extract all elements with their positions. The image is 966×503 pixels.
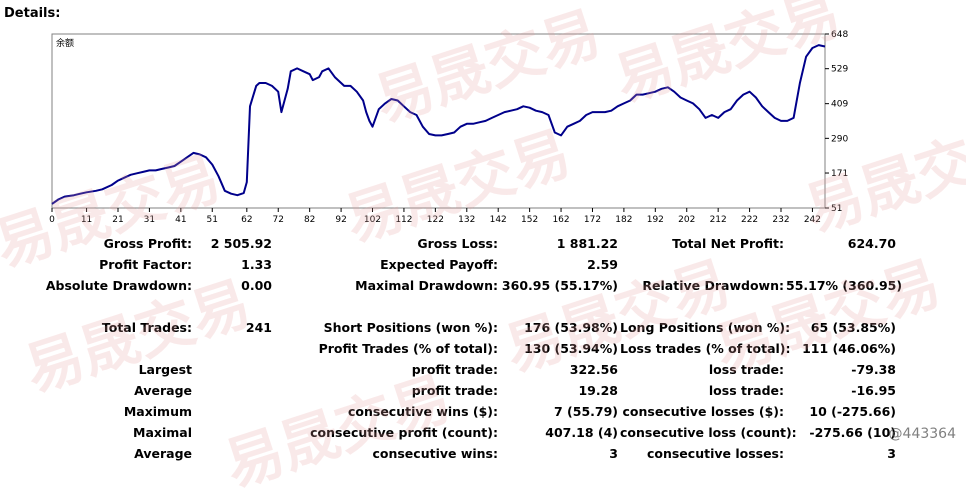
x-tick-label: 172	[584, 215, 601, 225]
y-tick-label: 529	[831, 65, 848, 75]
x-tick-label: 212	[710, 215, 727, 225]
x-tick-label: 202	[678, 215, 695, 225]
profit-factor-value: 1.33	[241, 257, 272, 272]
absolute-drawdown-value: 0.00	[241, 278, 272, 293]
maximal-consecutive-profit-label: consecutive profit (count):	[310, 425, 498, 440]
balance-chart: 余额 648 529 409 290 171 51 0 11 21 31 41 51 62 72 82 92 10…	[49, 30, 848, 225]
details-title: Details:	[4, 6, 61, 21]
y-tick-label: 648	[831, 30, 848, 40]
average2-label: Average	[134, 446, 192, 461]
x-tick-label: 122	[427, 215, 444, 225]
x-tick-label: 92	[335, 215, 346, 225]
average-profit-trade-value: 19.28	[578, 383, 618, 398]
expected-payoff-label: Expected Payoff:	[380, 257, 498, 272]
avg-consecutive-losses-label: consecutive losses:	[646, 446, 784, 461]
loss-trades-pct-value: 111 (46.06%)	[802, 341, 896, 356]
total-trades-label: Total Trades:	[101, 320, 192, 335]
x-tick-label: 132	[458, 215, 475, 225]
largest-label: Largest	[138, 362, 192, 377]
maximal-drawdown-label: Maximal Drawdown:	[355, 278, 498, 293]
long-positions-value: 65 (53.85%)	[810, 320, 896, 335]
profit-trades-value: 130 (53.94%)	[524, 341, 618, 356]
x-tick-label: 51	[207, 215, 218, 225]
avg-consecutive-wins-label: consecutive wins:	[372, 446, 498, 461]
x-tick-label: 142	[490, 215, 507, 225]
average-label: Average	[134, 383, 192, 398]
gross-loss-value: 1 881.22	[556, 236, 618, 251]
x-tick-label: 152	[521, 215, 538, 225]
x-tick-label: 82	[304, 215, 315, 225]
y-tick-label: 409	[831, 100, 848, 110]
short-positions-label: Short Positions (won %):	[323, 320, 498, 335]
x-tick-label: 31	[144, 215, 155, 225]
max-consecutive-wins-label: consecutive wins ($):	[347, 404, 498, 419]
gross-profit-value: 2 505.92	[210, 236, 272, 251]
long-positions-label: Long Positions (won %):	[620, 320, 791, 335]
y-tick-label: 171	[831, 169, 848, 179]
absolute-drawdown-label: Absolute Drawdown:	[45, 278, 192, 293]
avg-consecutive-losses-value: 3	[887, 446, 896, 461]
x-tick-label: 182	[615, 215, 632, 225]
maximal-consecutive-profit-value: 407.18 (4)	[545, 425, 618, 440]
average-loss-trade-label: loss trade:	[708, 383, 784, 398]
short-positions-value: 176 (53.98%)	[524, 320, 618, 335]
total-net-profit-label: Total Net Profit:	[672, 236, 784, 251]
x-tick-label: 112	[395, 215, 412, 225]
loss-trades-pct-label: Loss trades (% of total):	[620, 341, 791, 356]
user-watermark: @443364	[888, 426, 956, 442]
x-tick-label: 0	[49, 215, 55, 225]
max-consecutive-losses-value: 10 (-275.66)	[809, 404, 896, 419]
maximal-consecutive-loss-value: -275.66 (10)	[809, 425, 896, 440]
x-tick-label: 72	[273, 215, 284, 225]
x-tick-label: 192	[647, 215, 664, 225]
max-consecutive-wins-value: 7 (55.79)	[553, 404, 618, 419]
maximum-label: Maximum	[123, 404, 192, 419]
x-tick-label: 21	[112, 215, 123, 225]
y-tick-label: 51	[831, 204, 842, 214]
balance-chart-container: 余额 648 529 409 290 171 51 0 11 21 31 41 51 62 72 82 92 10…	[0, 30, 860, 230]
average-loss-trade-value: -16.95	[851, 383, 896, 398]
x-tick-label: 62	[241, 215, 252, 225]
profit-factor-label: Profit Factor:	[99, 257, 192, 272]
relative-drawdown-label: Relative Drawdown:	[642, 278, 784, 293]
total-trades-value: 241	[245, 320, 272, 335]
maximal-drawdown-value: 360.95 (55.17%)	[501, 278, 618, 293]
profit-trades-label: Profit Trades (% of total):	[318, 341, 498, 356]
balance-line	[51, 44, 826, 205]
largest-profit-trade-label: profit trade:	[411, 362, 498, 377]
avg-consecutive-wins-value: 3	[609, 446, 618, 461]
x-tick-label: 242	[804, 215, 821, 225]
x-tick-label: 41	[175, 215, 186, 225]
gross-loss-label: Gross Loss:	[417, 236, 498, 251]
plot-area	[51, 33, 826, 209]
x-tick-label: 162	[552, 215, 569, 225]
expected-payoff-value: 2.59	[587, 257, 618, 272]
x-tick-label: 232	[772, 215, 789, 225]
gross-profit-label: Gross Profit:	[103, 236, 192, 251]
largest-profit-trade-value: 322.56	[569, 362, 618, 377]
total-net-profit-value: 624.70	[847, 236, 896, 251]
x-tick-label: 102	[364, 215, 381, 225]
maximal-consecutive-loss-label: consecutive loss (count):	[620, 425, 797, 440]
y-tick-label: 290	[831, 134, 848, 144]
largest-loss-trade-label: loss trade:	[708, 362, 784, 377]
x-tick-label: 222	[741, 215, 758, 225]
maximal-label: Maximal	[133, 425, 192, 440]
x-tick-label: 11	[81, 215, 92, 225]
largest-loss-trade-value: -79.38	[851, 362, 896, 377]
relative-drawdown-value: 55.17% (360.95)	[786, 278, 903, 293]
average-profit-trade-label: profit trade:	[411, 383, 498, 398]
legend-label: 余额	[56, 37, 74, 49]
max-consecutive-losses-label: consecutive losses ($):	[622, 404, 784, 419]
